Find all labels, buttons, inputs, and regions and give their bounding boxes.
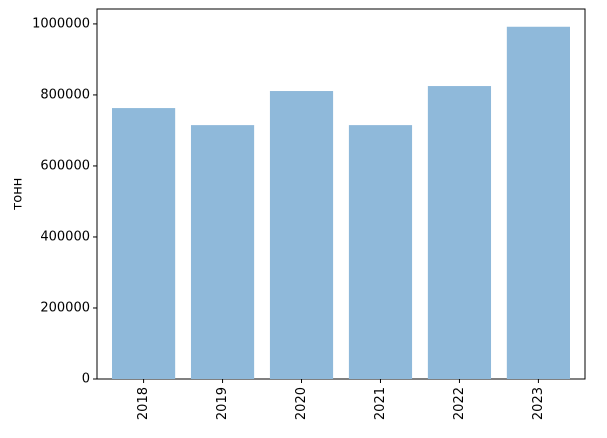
x-tick-label: 2020 (294, 387, 309, 420)
y-tick-label: 600000 (40, 158, 90, 173)
y-tick-label: 200000 (40, 300, 90, 315)
x-tick-label: 2019 (215, 387, 230, 420)
bar (348, 125, 413, 379)
y-tick-label: 1000000 (32, 16, 90, 31)
bar (190, 125, 255, 379)
x-tick-label: 2021 (373, 387, 388, 420)
y-tick-label: 800000 (40, 87, 90, 102)
bar (269, 91, 334, 379)
bar (506, 26, 570, 379)
bar (112, 108, 176, 380)
y-tick-label: 0 (82, 372, 90, 387)
x-tick-label: 2022 (452, 387, 467, 420)
x-tick-label: 2018 (136, 387, 151, 420)
y-tick-label: 400000 (40, 229, 90, 244)
x-tick-label: 2023 (531, 387, 546, 420)
y-axis-label: тонн (11, 178, 26, 211)
axes-frame (96, 8, 586, 380)
bar (427, 86, 492, 379)
